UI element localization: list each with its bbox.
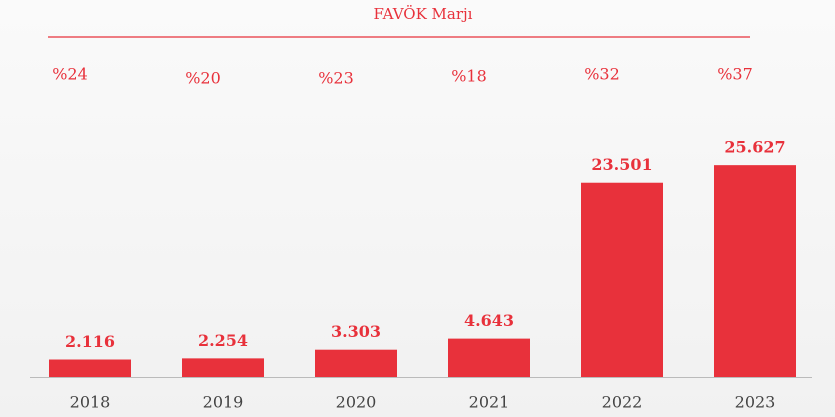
bar — [448, 338, 530, 377]
bar — [714, 165, 796, 377]
value-label: 2.116 — [65, 332, 115, 351]
margin-label: %37 — [717, 65, 753, 84]
margin-label: %18 — [451, 67, 487, 86]
bar — [315, 349, 397, 377]
margin-label: %20 — [185, 69, 221, 88]
value-label: 25.627 — [724, 138, 785, 157]
bar — [182, 358, 264, 377]
bar — [581, 182, 663, 377]
margin-title: FAVÖK Marjı — [374, 5, 473, 23]
value-label: 3.303 — [331, 322, 381, 341]
x-tick-label: 2021 — [469, 393, 510, 412]
value-label: 2.254 — [198, 331, 248, 350]
bar — [49, 359, 131, 377]
x-tick-label: 2023 — [735, 393, 776, 412]
margin-label: %24 — [52, 65, 88, 84]
value-label: 23.501 — [591, 155, 652, 174]
x-tick-label: 2019 — [203, 393, 244, 412]
margin-label: %23 — [318, 69, 354, 88]
x-tick-label: 2020 — [336, 393, 377, 412]
x-tick-label: 2022 — [602, 393, 643, 412]
value-label: 4.643 — [464, 311, 514, 330]
x-tick-label: 2018 — [70, 393, 111, 412]
margin-label: %32 — [584, 65, 620, 84]
